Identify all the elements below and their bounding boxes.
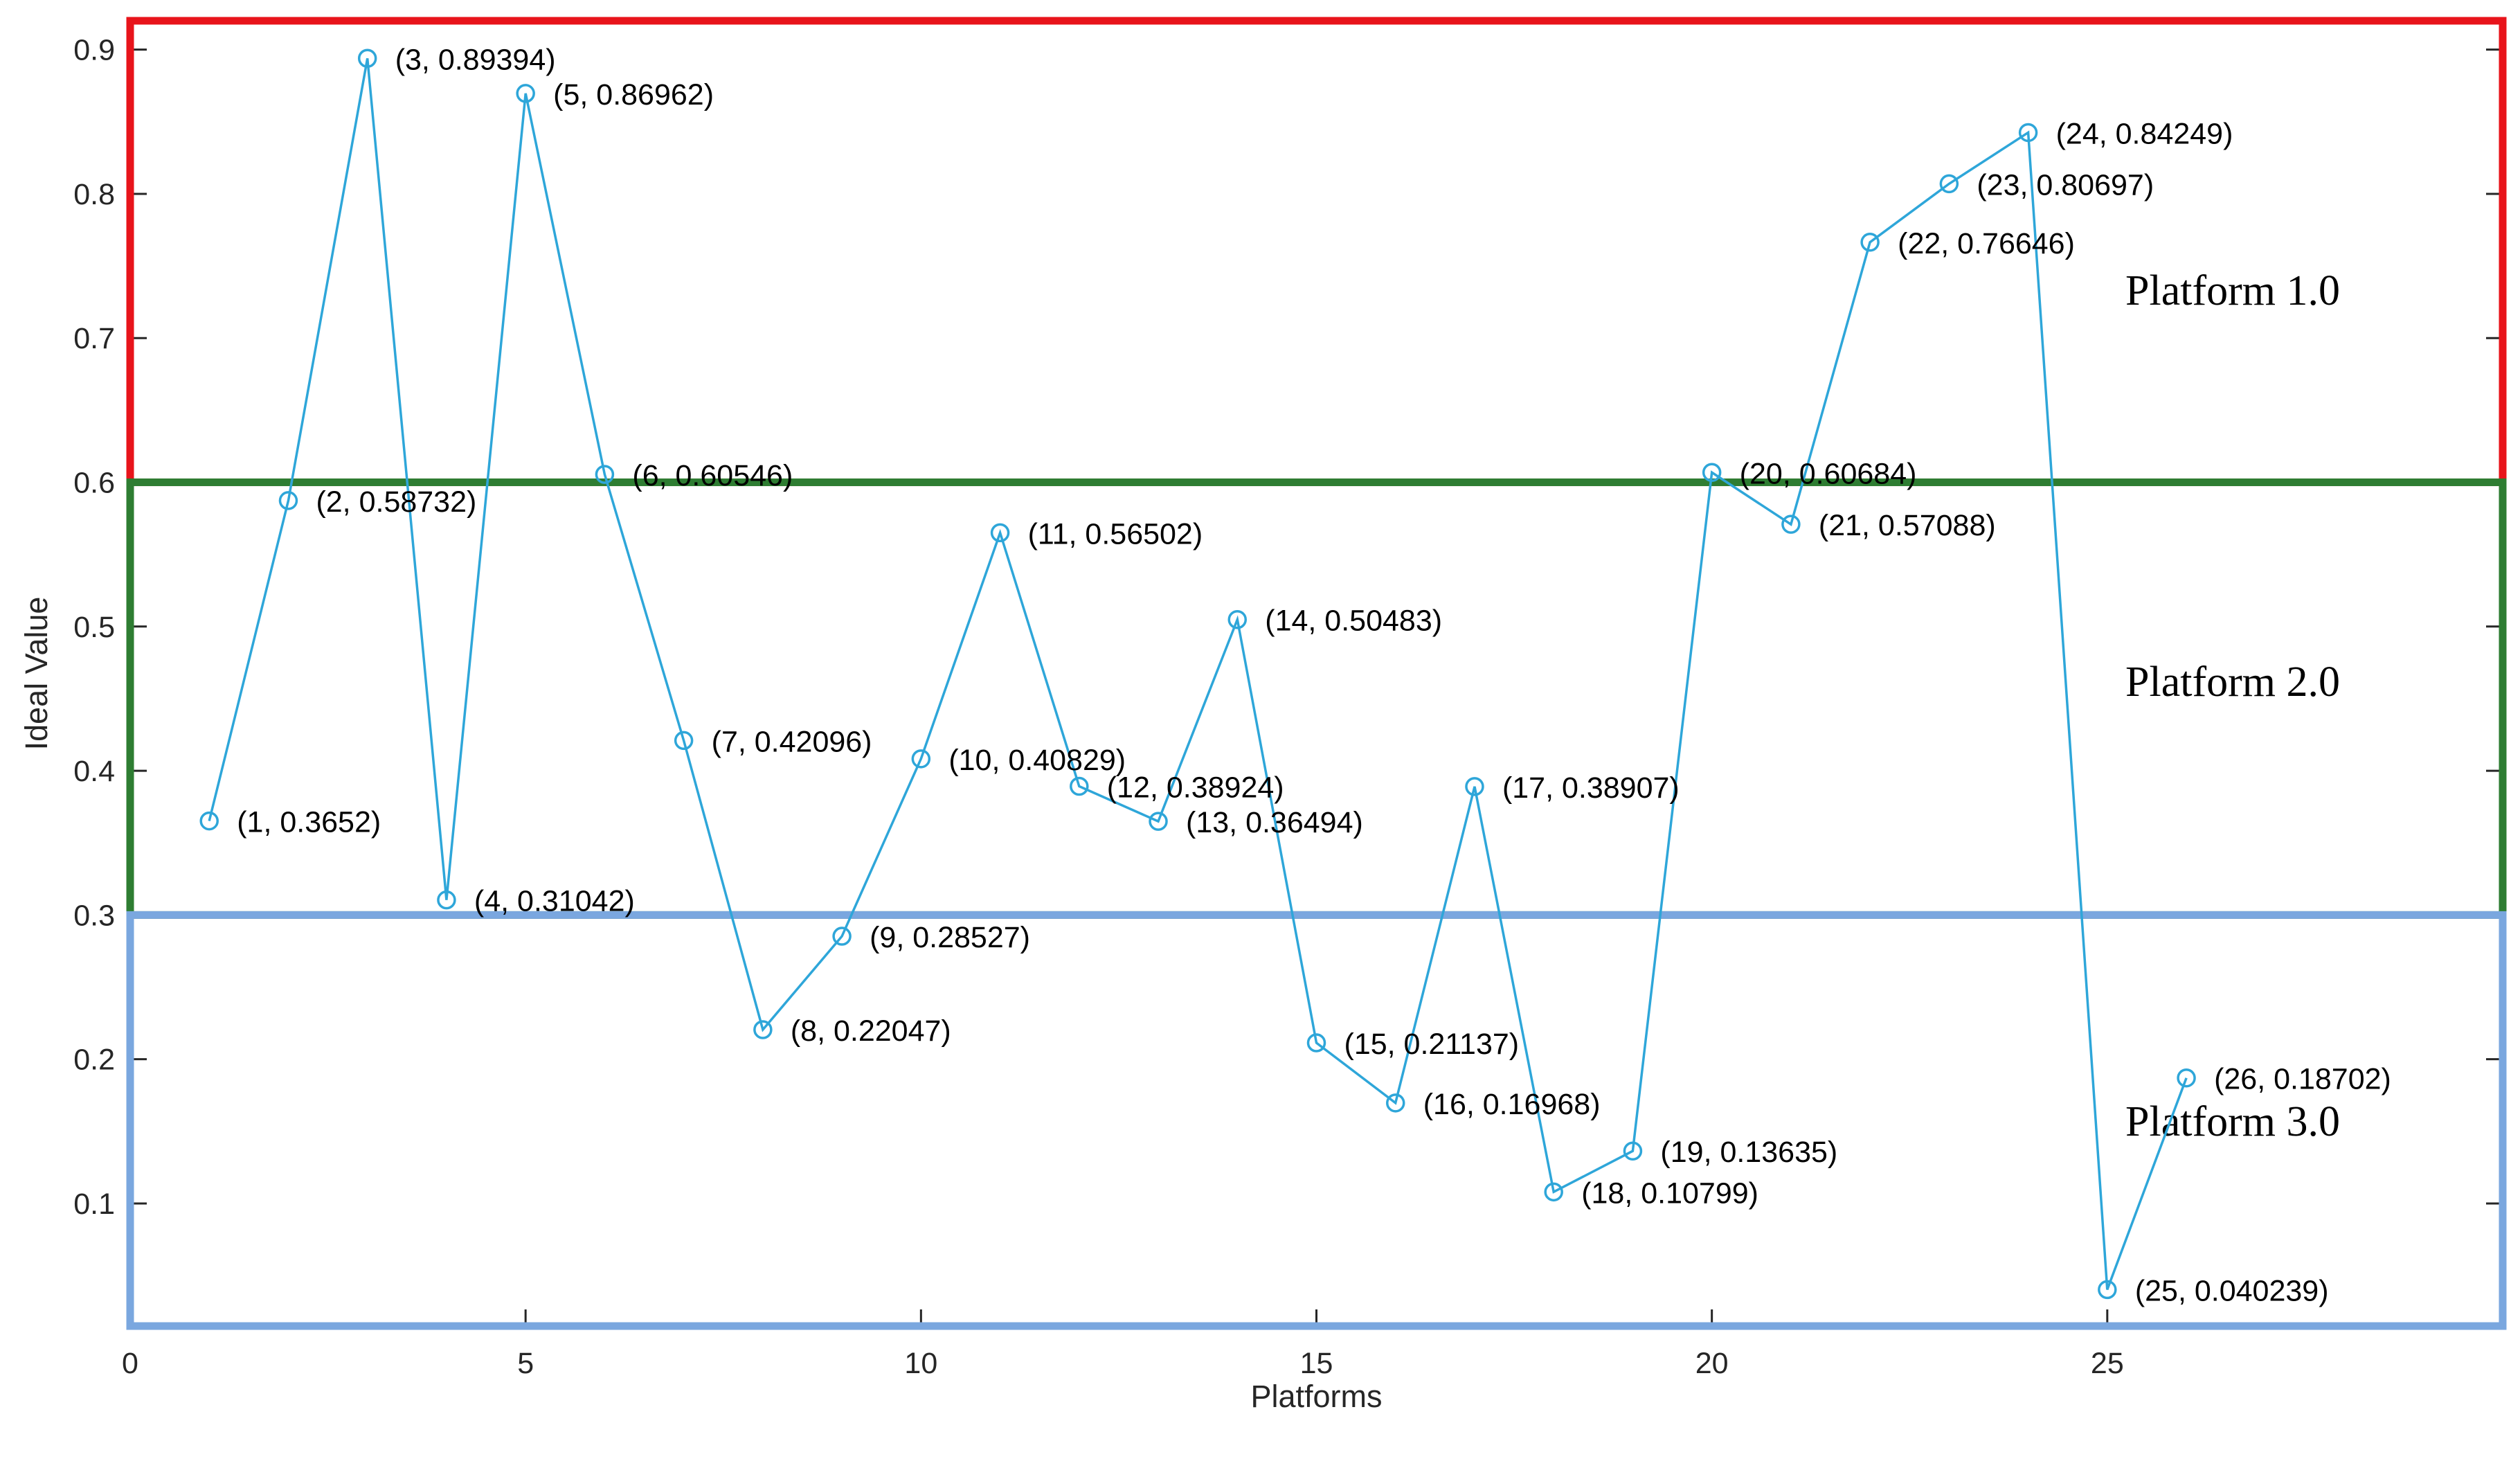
data-label: (8, 0.22047) bbox=[791, 1014, 951, 1048]
y-tick-label: 0.4 bbox=[73, 755, 115, 788]
data-point bbox=[2177, 1068, 2196, 1088]
data-point bbox=[595, 465, 615, 484]
data-label: (3, 0.89394) bbox=[395, 43, 556, 76]
x-tick-label: 25 bbox=[2091, 1347, 2124, 1380]
data-label: (10, 0.40829) bbox=[948, 744, 1126, 777]
data-point bbox=[1306, 1033, 1326, 1053]
data-label: (22, 0.76646) bbox=[1898, 227, 2075, 260]
data-label: (24, 0.84249) bbox=[2056, 117, 2233, 150]
data-label: (21, 0.57088) bbox=[1819, 509, 1996, 542]
y-tick-label: 0.6 bbox=[73, 467, 115, 500]
data-label: (15, 0.21137) bbox=[1344, 1028, 1520, 1061]
data-label: (16, 0.16968) bbox=[1423, 1088, 1601, 1121]
y-axis-title: Ideal Value bbox=[19, 597, 54, 751]
data-label: (11, 0.56502) bbox=[1028, 517, 1203, 551]
data-label: (14, 0.50483) bbox=[1265, 605, 1442, 638]
platform-band-label: Platform 1.0 bbox=[2125, 267, 2340, 314]
y-tick-label: 0.1 bbox=[73, 1188, 115, 1221]
data-label: (20, 0.60684) bbox=[1740, 457, 1917, 490]
data-label: (25, 0.040239) bbox=[2135, 1274, 2329, 1307]
data-label: (5, 0.86962) bbox=[553, 78, 714, 111]
y-tick-label: 0.7 bbox=[73, 322, 115, 355]
x-tick-label: 10 bbox=[904, 1347, 937, 1380]
data-point bbox=[2098, 1280, 2117, 1300]
series-line bbox=[208, 57, 2188, 1291]
x-tick-label: 5 bbox=[517, 1347, 534, 1380]
data-point bbox=[437, 890, 456, 910]
y-tick-label: 0.2 bbox=[73, 1044, 115, 1077]
data-label: (6, 0.60546) bbox=[632, 459, 793, 492]
data-label: (1, 0.3652) bbox=[237, 806, 381, 839]
data-point bbox=[674, 731, 694, 751]
data-point bbox=[1465, 777, 1484, 796]
data-point bbox=[1070, 776, 1089, 796]
data-label: (2, 0.58732) bbox=[316, 485, 476, 519]
x-tick-label: 0 bbox=[122, 1347, 138, 1380]
y-tick-label: 0.9 bbox=[73, 34, 115, 67]
data-point bbox=[990, 523, 1010, 543]
x-tick-label: 15 bbox=[1300, 1347, 1333, 1380]
data-point bbox=[357, 48, 377, 69]
data-point bbox=[1781, 514, 1801, 534]
platform-band-3 bbox=[126, 911, 2507, 1330]
platform-band-1 bbox=[126, 17, 2507, 487]
data-label: (17, 0.38907) bbox=[1502, 771, 1680, 805]
x-axis-title: Platforms bbox=[1250, 1379, 1382, 1414]
x-tick-label: 20 bbox=[1695, 1347, 1729, 1380]
data-point bbox=[1385, 1093, 1405, 1113]
data-point bbox=[199, 811, 219, 831]
platform-band-label: Platform 2.0 bbox=[2125, 659, 2340, 706]
data-label: (7, 0.42096) bbox=[712, 725, 872, 758]
data-point bbox=[516, 84, 535, 103]
data-point bbox=[911, 749, 931, 769]
data-series bbox=[199, 48, 2196, 1300]
data-label: (23, 0.80697) bbox=[1977, 168, 2154, 202]
data-label: (13, 0.36494) bbox=[1186, 806, 1363, 839]
data-point bbox=[1702, 463, 1722, 483]
data-point bbox=[1544, 1182, 1563, 1202]
point-labels: (1, 0.3652) (2, 0.58732) (3, 0.89394) (4, 0… bbox=[237, 43, 2391, 1307]
y-tick-label: 0.3 bbox=[73, 899, 115, 932]
data-label: (12, 0.38924) bbox=[1107, 771, 1284, 805]
data-label: (9, 0.28527) bbox=[870, 921, 1030, 954]
data-point bbox=[2018, 123, 2038, 143]
data-point bbox=[832, 927, 852, 946]
platform-band-label: Platform 3.0 bbox=[2125, 1098, 2340, 1145]
data-label: (4, 0.31042) bbox=[474, 885, 635, 918]
data-point bbox=[1939, 174, 1959, 194]
data-point bbox=[1623, 1141, 1643, 1161]
data-point bbox=[1149, 812, 1168, 831]
data-label: (18, 0.10799) bbox=[1581, 1176, 1758, 1210]
y-tick-label: 0.8 bbox=[73, 178, 115, 211]
data-point bbox=[278, 491, 298, 510]
data-point bbox=[753, 1020, 773, 1039]
data-label: (26, 0.18702) bbox=[2214, 1063, 2391, 1096]
data-label: (19, 0.13635) bbox=[1660, 1136, 1837, 1169]
platform-bands: Platform 1.0 Platform 2.0 Platform 3.0 bbox=[126, 17, 2507, 1330]
data-point bbox=[1227, 609, 1248, 629]
data-point bbox=[1860, 233, 1880, 252]
y-tick-label: 0.5 bbox=[73, 611, 115, 644]
